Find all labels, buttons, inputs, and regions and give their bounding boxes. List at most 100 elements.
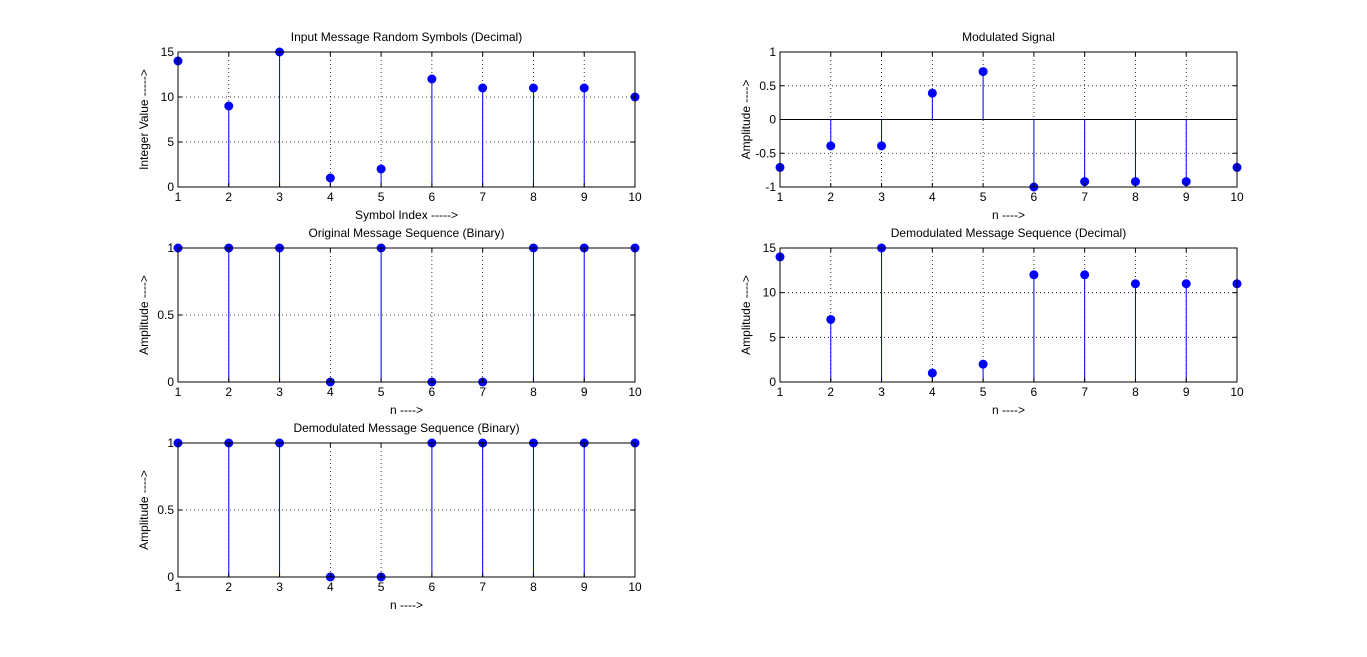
stem-marker bbox=[826, 141, 836, 151]
x-tick-label: 5 bbox=[378, 580, 385, 594]
stem-marker bbox=[927, 88, 937, 98]
x-axis-label: Symbol Index -----> bbox=[355, 208, 458, 222]
y-axis-label: Integer Value -----> bbox=[137, 69, 151, 170]
chart-title: Original Message Sequence (Binary) bbox=[308, 226, 504, 240]
x-tick-label: 6 bbox=[429, 385, 436, 399]
x-tick-label: 7 bbox=[479, 385, 486, 399]
chart-title: Demodulated Message Sequence (Binary) bbox=[293, 421, 519, 435]
axes-background bbox=[178, 52, 635, 187]
subplot-demod-decimal: 1 2 3 4 5 6 7 8 9 10 0 5 10 15 Demodulated Message Seq… bbox=[739, 226, 1244, 417]
axes-frame bbox=[779, 247, 1238, 383]
x-tick-label: 9 bbox=[1183, 190, 1190, 204]
x-tick-label: 10 bbox=[1230, 385, 1244, 399]
x-tick-label: 4 bbox=[929, 385, 936, 399]
x-tick-label: 1 bbox=[175, 190, 182, 204]
subplot-input-symbols: 1 2 3 4 5 6 7 8 9 10 0 5 10 15 Input Message Random Sy… bbox=[137, 30, 642, 222]
chart-title: Demodulated Message Sequence (Decimal) bbox=[891, 226, 1126, 240]
x-tick-label: 6 bbox=[429, 190, 436, 204]
y-axis-label: Amplitude ----> bbox=[137, 470, 151, 550]
x-tick-label: 2 bbox=[827, 190, 834, 204]
y-tick-label: 1 bbox=[167, 436, 174, 450]
subplot-original-binary: 1 2 3 4 5 6 7 8 9 10 0 0.5 1 Original Message Sequenc… bbox=[137, 226, 642, 417]
stem-marker bbox=[877, 141, 887, 151]
x-tick-label: 4 bbox=[327, 385, 334, 399]
stem-marker bbox=[826, 314, 836, 324]
x-tick-label: 2 bbox=[225, 385, 232, 399]
x-tick-label: 9 bbox=[1183, 385, 1190, 399]
x-tick-label: 7 bbox=[479, 190, 486, 204]
y-tick-label: 0 bbox=[167, 180, 174, 194]
axes-frame bbox=[177, 51, 636, 188]
x-tick-label: 10 bbox=[628, 580, 642, 594]
y-tick-label: 5 bbox=[769, 330, 776, 344]
x-tick-label: 8 bbox=[1132, 190, 1139, 204]
y-tick-label: 1 bbox=[167, 241, 174, 255]
x-axis-label: n ----> bbox=[390, 598, 423, 612]
x-tick-label: 5 bbox=[980, 190, 987, 204]
stem-marker bbox=[224, 101, 234, 111]
x-tick-label: 8 bbox=[530, 385, 537, 399]
stem-marker bbox=[579, 83, 589, 93]
x-tick-label: 9 bbox=[581, 190, 588, 204]
x-tick-label: 3 bbox=[276, 385, 283, 399]
x-tick-label: 6 bbox=[1031, 190, 1038, 204]
x-tick-label: 10 bbox=[628, 190, 642, 204]
stem-marker bbox=[927, 368, 937, 378]
y-tick-label: 15 bbox=[161, 45, 175, 59]
x-tick-label: 3 bbox=[878, 385, 885, 399]
stem-marker bbox=[427, 74, 437, 84]
x-tick-label: 1 bbox=[175, 385, 182, 399]
x-tick-label: 3 bbox=[276, 580, 283, 594]
x-tick-label: 8 bbox=[530, 190, 537, 204]
x-axis-label: n ----> bbox=[992, 403, 1025, 417]
chart-title: Modulated Signal bbox=[962, 30, 1055, 44]
x-tick-label: 5 bbox=[378, 385, 385, 399]
x-tick-label: 6 bbox=[429, 580, 436, 594]
x-tick-label: 5 bbox=[378, 190, 385, 204]
y-tick-label: -1 bbox=[765, 180, 776, 194]
x-tick-label: 8 bbox=[1132, 385, 1139, 399]
x-tick-label: 2 bbox=[827, 385, 834, 399]
x-tick-label: 5 bbox=[980, 385, 987, 399]
x-tick-label: 3 bbox=[276, 190, 283, 204]
y-tick-label: 0 bbox=[167, 375, 174, 389]
y-tick-label: 0.5 bbox=[157, 308, 174, 322]
y-tick-label: 0 bbox=[167, 570, 174, 584]
x-tick-label: 8 bbox=[530, 580, 537, 594]
axes-background bbox=[780, 248, 1237, 382]
y-tick-label: -0.5 bbox=[755, 146, 776, 160]
y-tick-label: 0.5 bbox=[157, 503, 174, 517]
x-tick-label: 9 bbox=[581, 385, 588, 399]
y-tick-label: 0 bbox=[769, 113, 776, 127]
x-tick-label: 9 bbox=[581, 580, 588, 594]
x-axis-label: n ----> bbox=[390, 403, 423, 417]
x-tick-label: 10 bbox=[628, 385, 642, 399]
y-axis-label: Amplitude ----> bbox=[739, 80, 753, 160]
subplot-demod-binary: 1 2 3 4 5 6 7 8 9 10 0 0.5 1 Demodulated Message Sequ… bbox=[137, 421, 642, 612]
stem-marker bbox=[1181, 279, 1191, 289]
y-tick-label: 0 bbox=[769, 375, 776, 389]
stem-marker bbox=[1029, 270, 1039, 280]
chart-title: Input Message Random Symbols (Decimal) bbox=[291, 30, 522, 44]
subplot-modulated-signal: 1 2 3 4 5 6 7 8 9 10 -1 -0.5 0 0.5 1 Modulated Signal n … bbox=[739, 30, 1244, 222]
x-tick-label: 1 bbox=[777, 385, 784, 399]
x-tick-label: 4 bbox=[929, 190, 936, 204]
x-tick-label: 7 bbox=[1081, 190, 1088, 204]
y-tick-label: 5 bbox=[167, 135, 174, 149]
x-tick-label: 1 bbox=[777, 190, 784, 204]
stem-marker bbox=[1130, 279, 1140, 289]
stem-marker bbox=[478, 83, 488, 93]
x-tick-label: 10 bbox=[1230, 190, 1244, 204]
y-tick-label: 15 bbox=[763, 241, 777, 255]
y-tick-label: 0.5 bbox=[759, 79, 776, 93]
x-tick-label: 7 bbox=[1081, 385, 1088, 399]
y-axis-label: Amplitude ----> bbox=[739, 275, 753, 355]
x-tick-label: 3 bbox=[878, 190, 885, 204]
x-axis-label: n ----> bbox=[992, 208, 1025, 222]
stem-marker bbox=[528, 83, 538, 93]
stem-marker bbox=[978, 67, 988, 77]
stem-marker bbox=[376, 164, 386, 174]
stem-marker bbox=[325, 173, 335, 183]
